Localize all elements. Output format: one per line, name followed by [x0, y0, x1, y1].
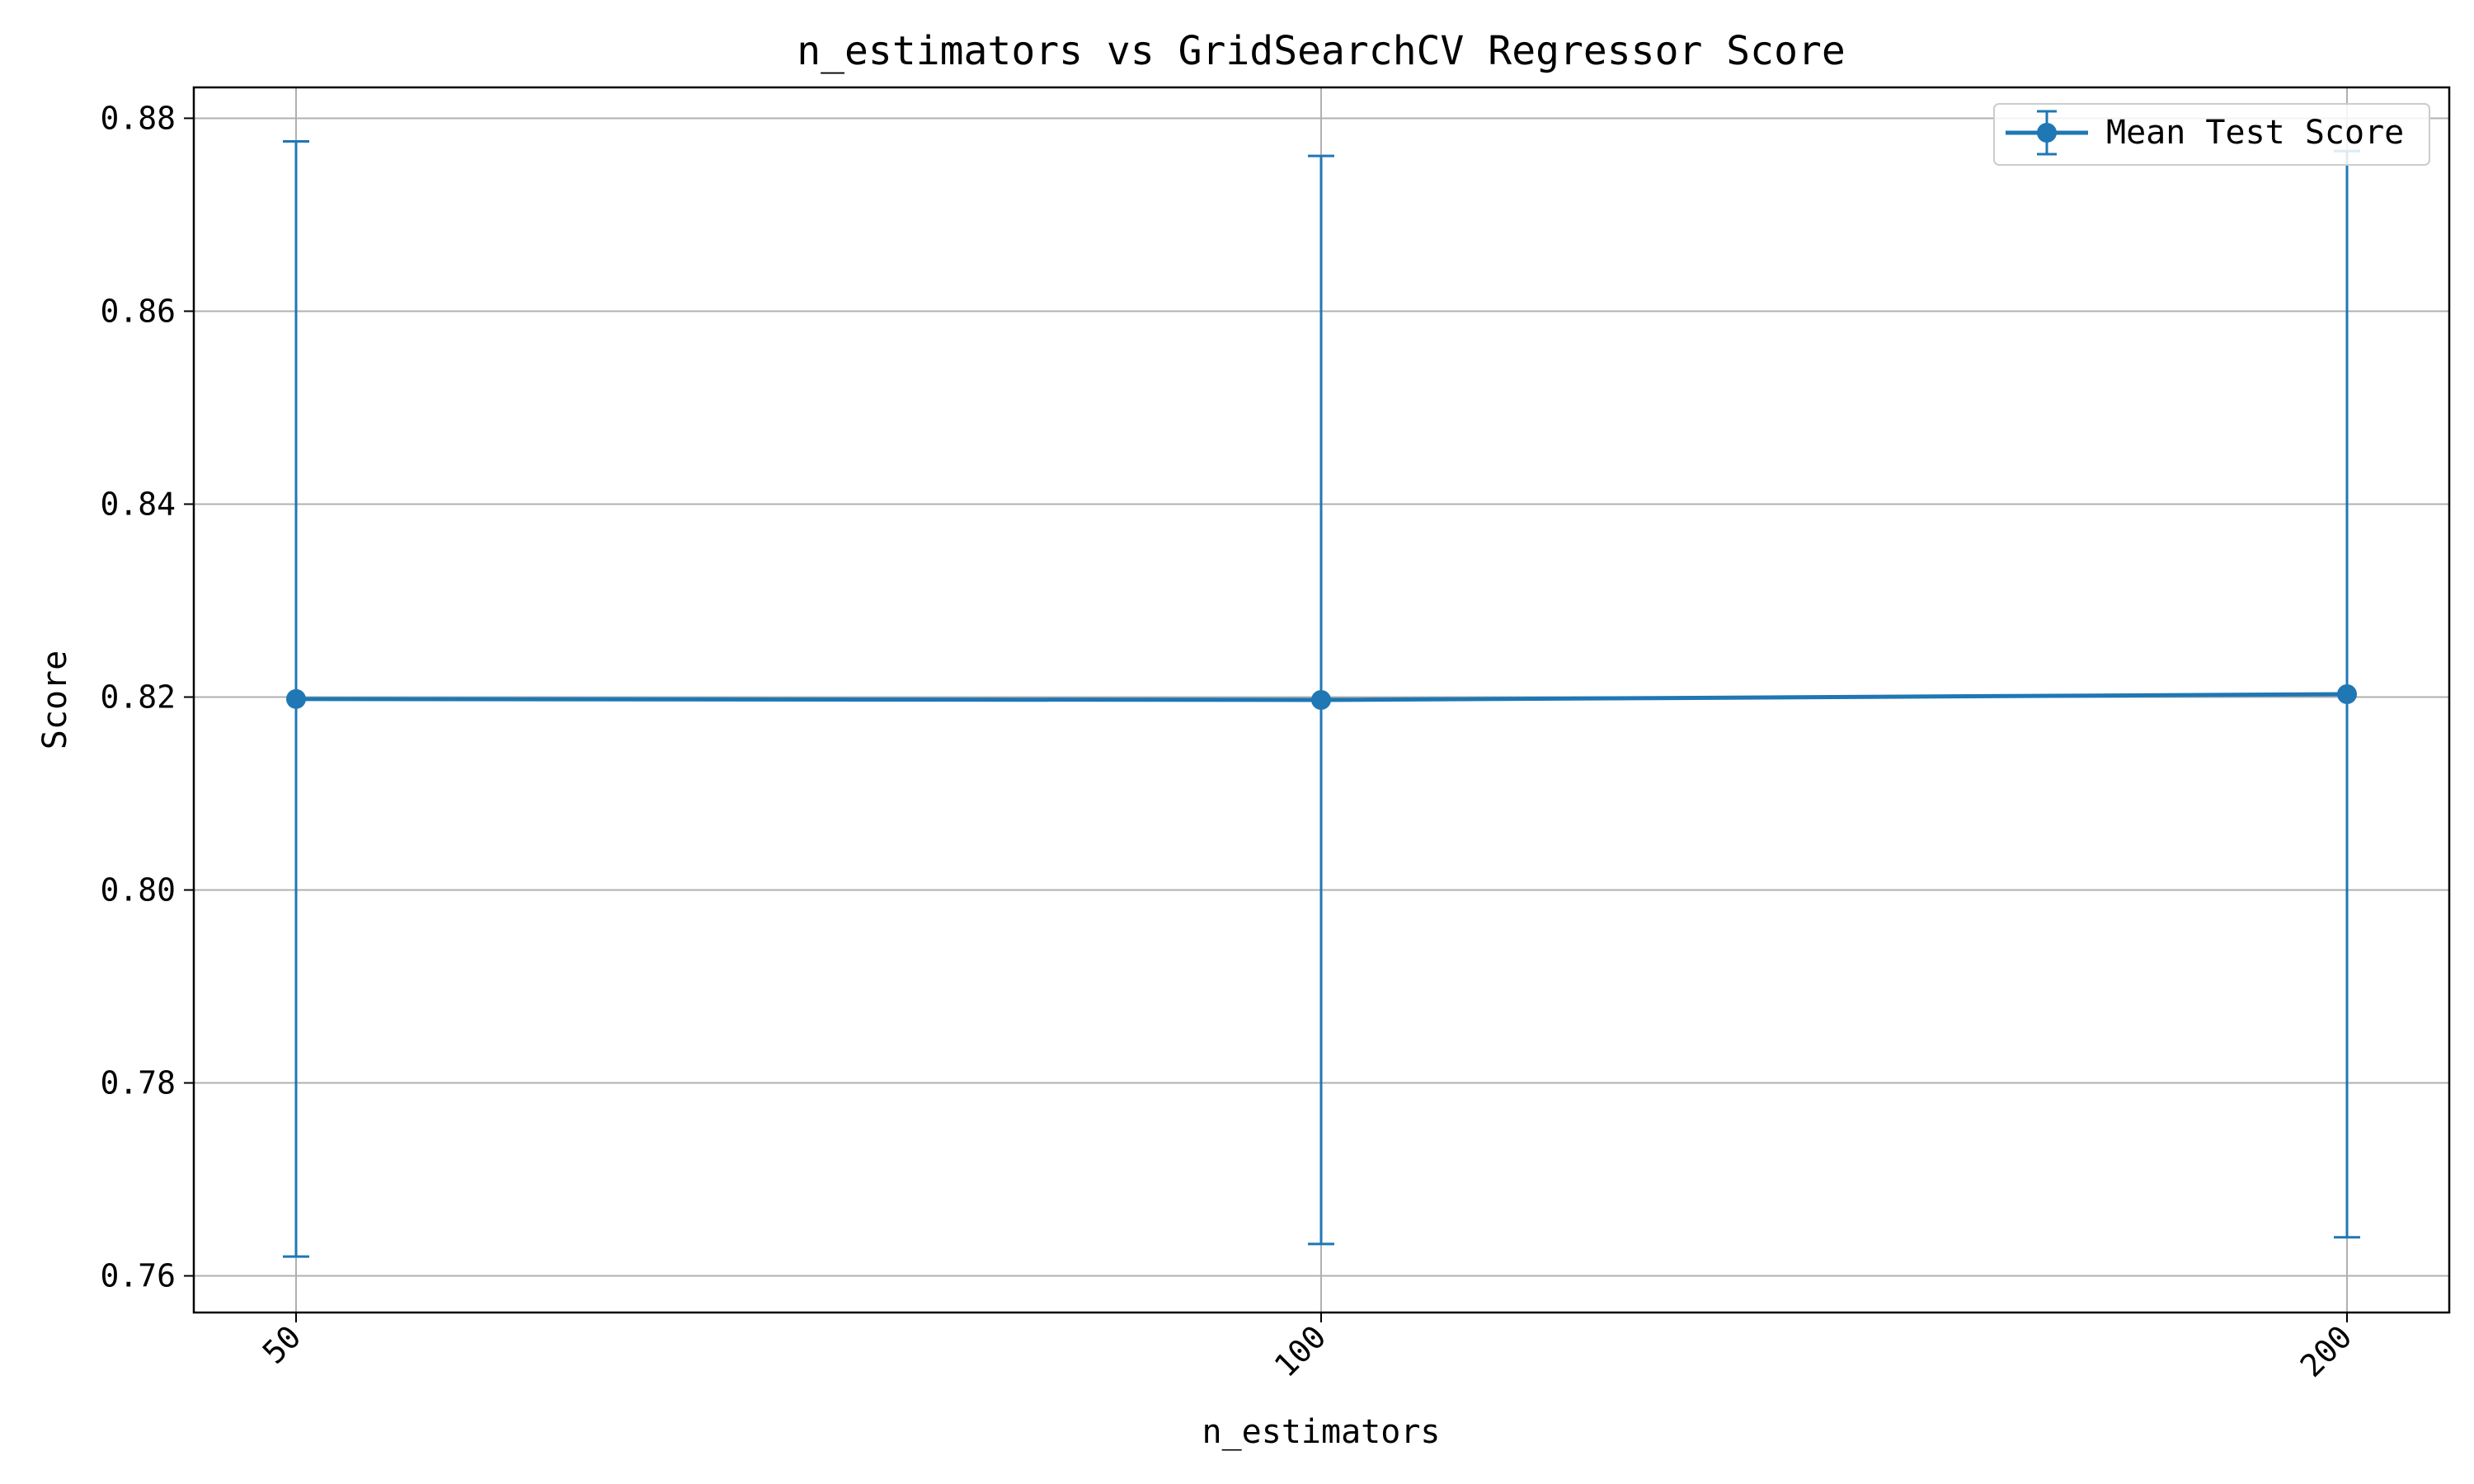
- legend-label-mean-test-score: Mean Test Score: [2106, 114, 2404, 152]
- y-tick-label-4: 0.84: [100, 486, 176, 522]
- data-point-0: [286, 688, 306, 709]
- chart-title: n_estimators vs GridSearchCV Regressor S…: [797, 28, 1846, 74]
- y-axis-ticks: 0.76 0.78 0.80 0.82 0.84 0.86 0.88: [100, 100, 194, 1294]
- y-tick-label-6: 0.88: [100, 100, 176, 136]
- data-point-1: [1311, 690, 1331, 710]
- x-axis-label: n_estimators: [1202, 1413, 1441, 1451]
- y-axis-label: Score: [36, 650, 74, 749]
- y-tick-label-5: 0.86: [100, 293, 176, 329]
- legend-marker-swatch: [2037, 123, 2057, 143]
- data-point-2: [2337, 683, 2357, 704]
- y-tick-label-2: 0.80: [100, 872, 176, 909]
- y-tick-label-0: 0.76: [100, 1258, 176, 1294]
- legend: Mean Test Score: [1993, 103, 2430, 166]
- legend-box: [1993, 103, 2430, 166]
- y-tick-label-1: 0.78: [100, 1065, 176, 1101]
- y-tick-label-3: 0.82: [100, 679, 176, 715]
- series-mean-test-score: [286, 683, 2357, 710]
- plot-frame: [192, 86, 2451, 1314]
